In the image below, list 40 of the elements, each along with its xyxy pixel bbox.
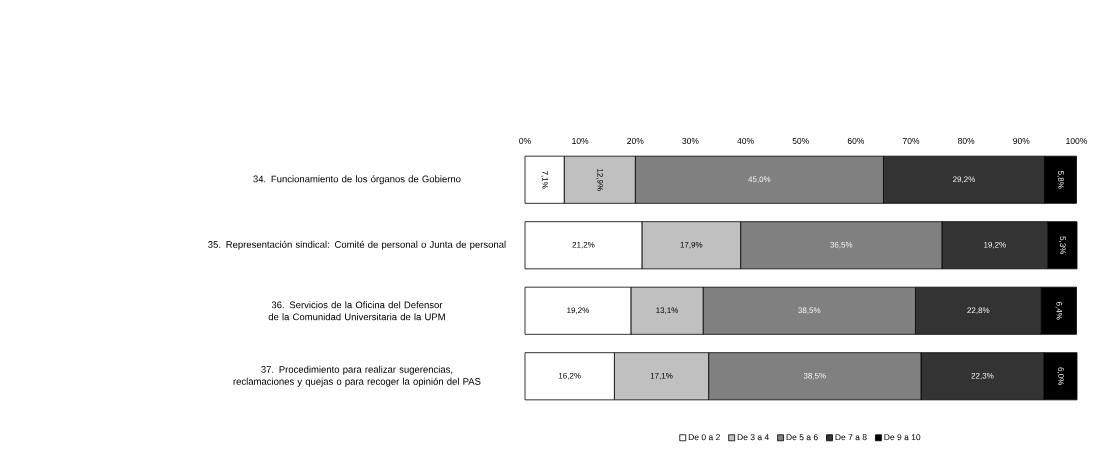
data-label: 17,9% — [680, 241, 703, 249]
y-tick-label: 36. Servicios de la Oficina del Defensor de la Comunidad Universitaria de la UPM — [268, 301, 445, 321]
x-tick-label: 80% — [958, 137, 975, 144]
data-label: 6,0% — [1057, 367, 1064, 386]
data-label: 16,2% — [558, 372, 581, 380]
data-label: 22,8% — [967, 307, 990, 315]
data-label: 38,5% — [798, 307, 821, 315]
x-tick-label: 100% — [1066, 137, 1088, 144]
data-label: 19,2% — [567, 307, 589, 315]
data-label: 19,2% — [984, 241, 1006, 249]
data-label: 29,2% — [953, 176, 976, 184]
legend-label: De 7 a 8 — [835, 434, 867, 441]
data-label: 6,4% — [1055, 302, 1063, 320]
x-tick-label: 60% — [847, 137, 865, 144]
data-label: 5,8% — [1057, 170, 1064, 189]
x-tick-label: 90% — [1013, 137, 1030, 144]
x-tick-label: 70% — [902, 137, 920, 144]
data-label: 17,1% — [650, 372, 673, 380]
data-label: 21,2% — [572, 241, 595, 249]
data-label: 13,1% — [656, 307, 679, 315]
data-label: 5,3% — [1059, 236, 1066, 255]
legend-label: De 0 a 2 — [688, 434, 720, 441]
x-tick-label: 0% — [519, 137, 531, 144]
x-tick-label: 10% — [572, 137, 589, 144]
legend-label: De 9 a 10 — [884, 434, 921, 441]
y-tick-label: 37. Procedimiento para realizar sugerencias, reclamaciones y quejas o para recoger la opinión del PAS — [233, 365, 481, 387]
x-tick-label: 20% — [627, 137, 644, 144]
x-tick-label: 50% — [792, 137, 809, 144]
data-label: 38,5% — [803, 372, 826, 380]
x-tick-label: 30% — [682, 137, 699, 144]
legend-label: De 5 a 6 — [786, 434, 818, 441]
data-label: 22,3% — [971, 372, 994, 380]
data-label: 12,9% — [596, 169, 604, 191]
legend-label: De 3 a 4 — [737, 434, 769, 441]
data-label: 45,0% — [748, 176, 771, 184]
x-tick-label: 40% — [737, 137, 754, 144]
y-tick-label: 34. Funcionamiento de los órganos de Gobierno — [253, 175, 461, 185]
data-label: 36,5% — [830, 241, 853, 249]
data-label: 7,1% — [541, 171, 548, 189]
y-tick-label: 35. Representación sindical: Comité de personal o Junta de personal — [208, 240, 506, 250]
